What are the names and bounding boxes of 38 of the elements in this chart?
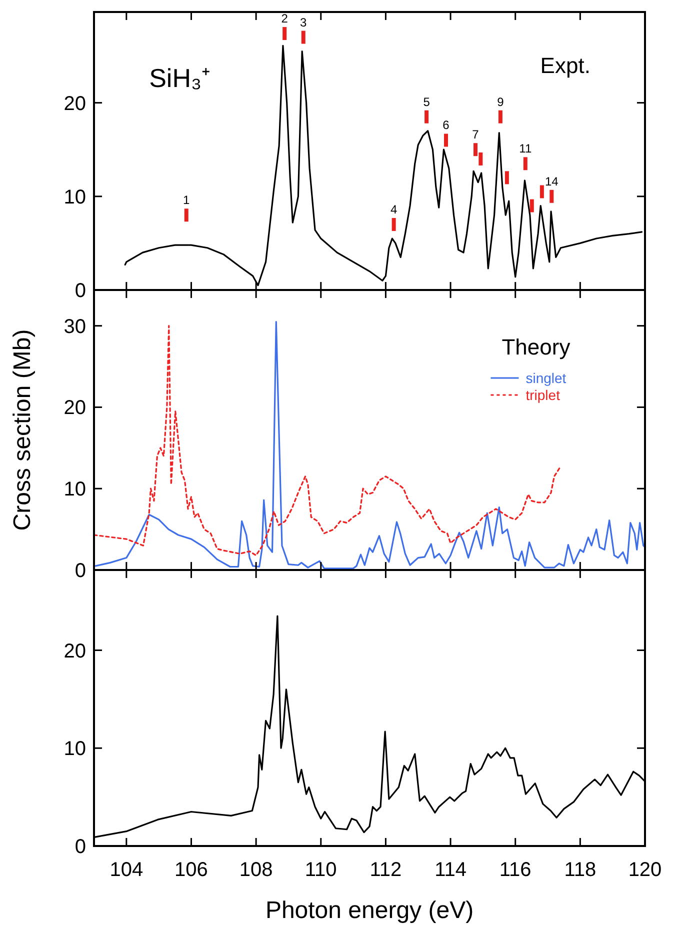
x-tick-label: 114 (434, 859, 466, 881)
annotation: 5 (423, 94, 430, 109)
y-tick-label: 0 (74, 836, 86, 858)
annotation: 4 (390, 202, 398, 216)
x-tick-label: 116 (499, 859, 532, 881)
annotation: 11 (519, 142, 532, 156)
x-tick-label: 106 (174, 859, 208, 881)
x-tick-label: 112 (370, 859, 402, 881)
x-tick-label: 110 (304, 859, 337, 881)
annotation: SiH₃⁺ (149, 63, 211, 94)
y-tick-label: 20 (64, 640, 86, 662)
annotation: 14 (544, 174, 559, 188)
annotation: 2 (281, 12, 288, 26)
y-tick-label: 20 (64, 397, 86, 420)
y-tick-label: 10 (64, 186, 86, 208)
annotation: Theory (502, 334, 570, 360)
x-tick-label: 108 (239, 859, 273, 881)
x-tick-label: 120 (628, 859, 662, 881)
x-tick-label: 118 (564, 859, 596, 881)
annotation: Expt. (540, 53, 590, 78)
x-axis-title: Photon energy (eV) (265, 897, 474, 924)
annotation: 1 (183, 193, 190, 208)
line-series (94, 320, 646, 570)
x-tick-label: 104 (110, 859, 144, 881)
annotation: 6 (442, 118, 450, 132)
y-tick-label: 10 (64, 738, 86, 760)
legend-label: singlet (526, 370, 566, 386)
annotation: 7 (472, 128, 480, 142)
y-tick-label: 20 (64, 92, 86, 115)
y-axis-title: Cross section (Mb) (9, 329, 36, 531)
annotation: 9 (497, 94, 504, 109)
legend-label: triplet (526, 387, 560, 403)
y-tick-label: 30 (64, 316, 86, 338)
line-series (124, 44, 643, 286)
y-tick-label: 0 (74, 560, 86, 582)
annotation: 3 (300, 15, 308, 30)
y-tick-label: 10 (64, 478, 86, 501)
y-tick-label: 0 (74, 280, 86, 302)
